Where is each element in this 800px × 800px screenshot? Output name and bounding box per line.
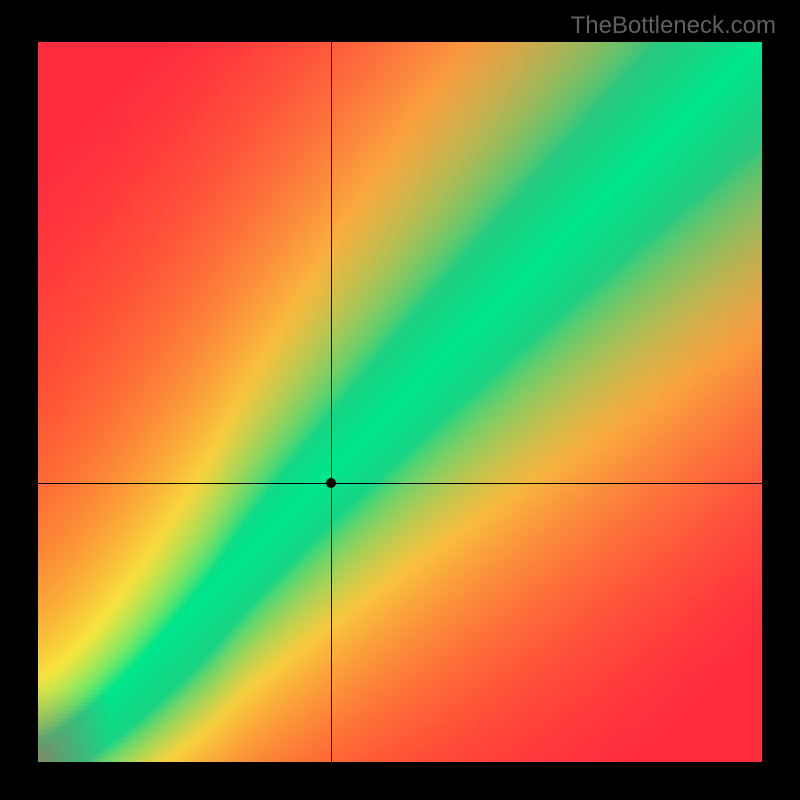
plot-area (38, 42, 762, 762)
crosshair-marker (326, 478, 336, 488)
crosshair-horizontal (38, 483, 762, 484)
crosshair-vertical (331, 42, 332, 762)
watermark-text: TheBottleneck.com (571, 12, 776, 40)
bottleneck-heatmap (38, 42, 762, 762)
